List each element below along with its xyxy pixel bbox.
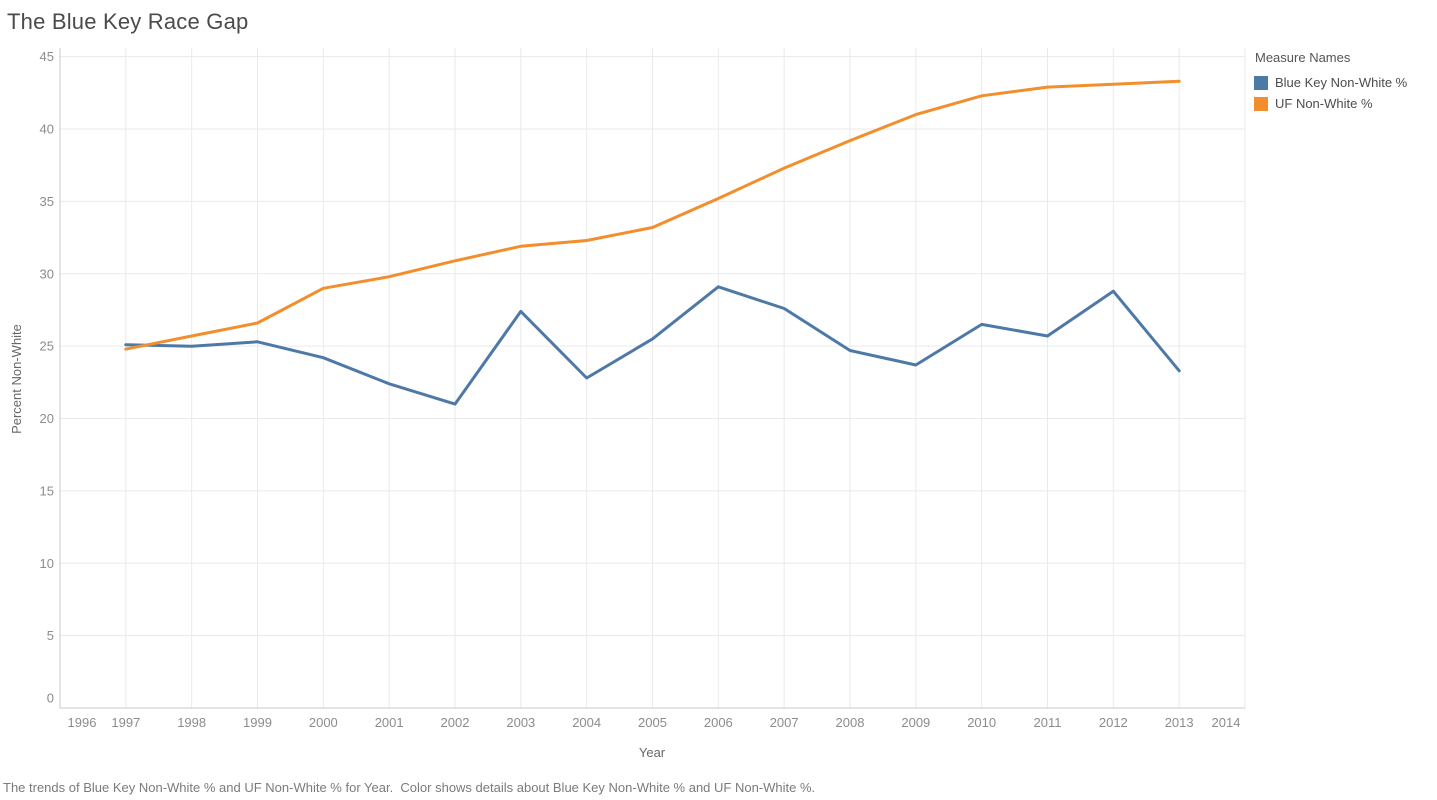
x-tick-label: 2001 xyxy=(375,715,404,730)
x-tick-label: 2006 xyxy=(704,715,733,730)
series-line-blue-key-non-white[interactable] xyxy=(124,285,1181,406)
x-tick-label: 2008 xyxy=(836,715,865,730)
x-tick-label: 2010 xyxy=(967,715,996,730)
series-line-uf-non-white[interactable] xyxy=(124,79,1181,351)
x-tick-label: 2005 xyxy=(638,715,667,730)
x-tick-label: 2012 xyxy=(1099,715,1128,730)
x-tick-label: 2000 xyxy=(309,715,338,730)
x-tick-label: 1999 xyxy=(243,715,272,730)
y-tick-label: 45 xyxy=(40,49,54,64)
legend-swatch-icon xyxy=(1254,96,1268,111)
x-tick-label: 2009 xyxy=(901,715,930,730)
y-tick-label: 0 xyxy=(47,691,54,706)
x-tick-label: 2004 xyxy=(572,715,601,730)
x-tick-label: 2011 xyxy=(1034,715,1062,730)
x-tick-label: 2014 xyxy=(1212,715,1241,730)
legend-title: Measure Names xyxy=(1255,50,1351,65)
caption: The trends of Blue Key Non-White % and U… xyxy=(3,780,816,795)
legend-item[interactable]: UF Non-White % xyxy=(1254,93,1436,114)
legend: Measure Names Blue Key Non-White % UF Non… xyxy=(1254,50,1436,114)
x-tick-label: 2013 xyxy=(1165,715,1194,730)
y-tick-label: 35 xyxy=(40,194,54,209)
x-tick-label: 1997 xyxy=(111,715,140,730)
legend-label: Blue Key Non-White % xyxy=(1275,75,1408,90)
x-tick-label: 1998 xyxy=(177,715,206,730)
y-tick-label: 15 xyxy=(40,483,54,498)
y-tick-label: 10 xyxy=(40,556,54,571)
x-tick-label: 2007 xyxy=(770,715,799,730)
chart-title: The Blue Key Race Gap xyxy=(7,9,249,34)
legend-swatch-icon xyxy=(1254,75,1268,90)
y-tick-label: 25 xyxy=(40,339,54,354)
legend-label: UF Non-White % xyxy=(1275,96,1373,111)
x-tick-label: 1996 xyxy=(68,715,97,730)
y-tick-label: 5 xyxy=(47,628,54,643)
y-tick-label: 40 xyxy=(40,122,54,137)
y-axis-title: Percent Non-White xyxy=(9,324,24,434)
x-tick-label: 2002 xyxy=(441,715,470,730)
y-tick-label: 30 xyxy=(40,266,54,281)
x-tick-label: 2003 xyxy=(506,715,535,730)
x-axis-title: Year xyxy=(638,745,666,760)
legend-item[interactable]: Blue Key Non-White % xyxy=(1254,72,1436,93)
y-tick-label: 20 xyxy=(40,411,54,426)
legend-items: Blue Key Non-White % UF Non-White % xyxy=(1254,72,1436,114)
